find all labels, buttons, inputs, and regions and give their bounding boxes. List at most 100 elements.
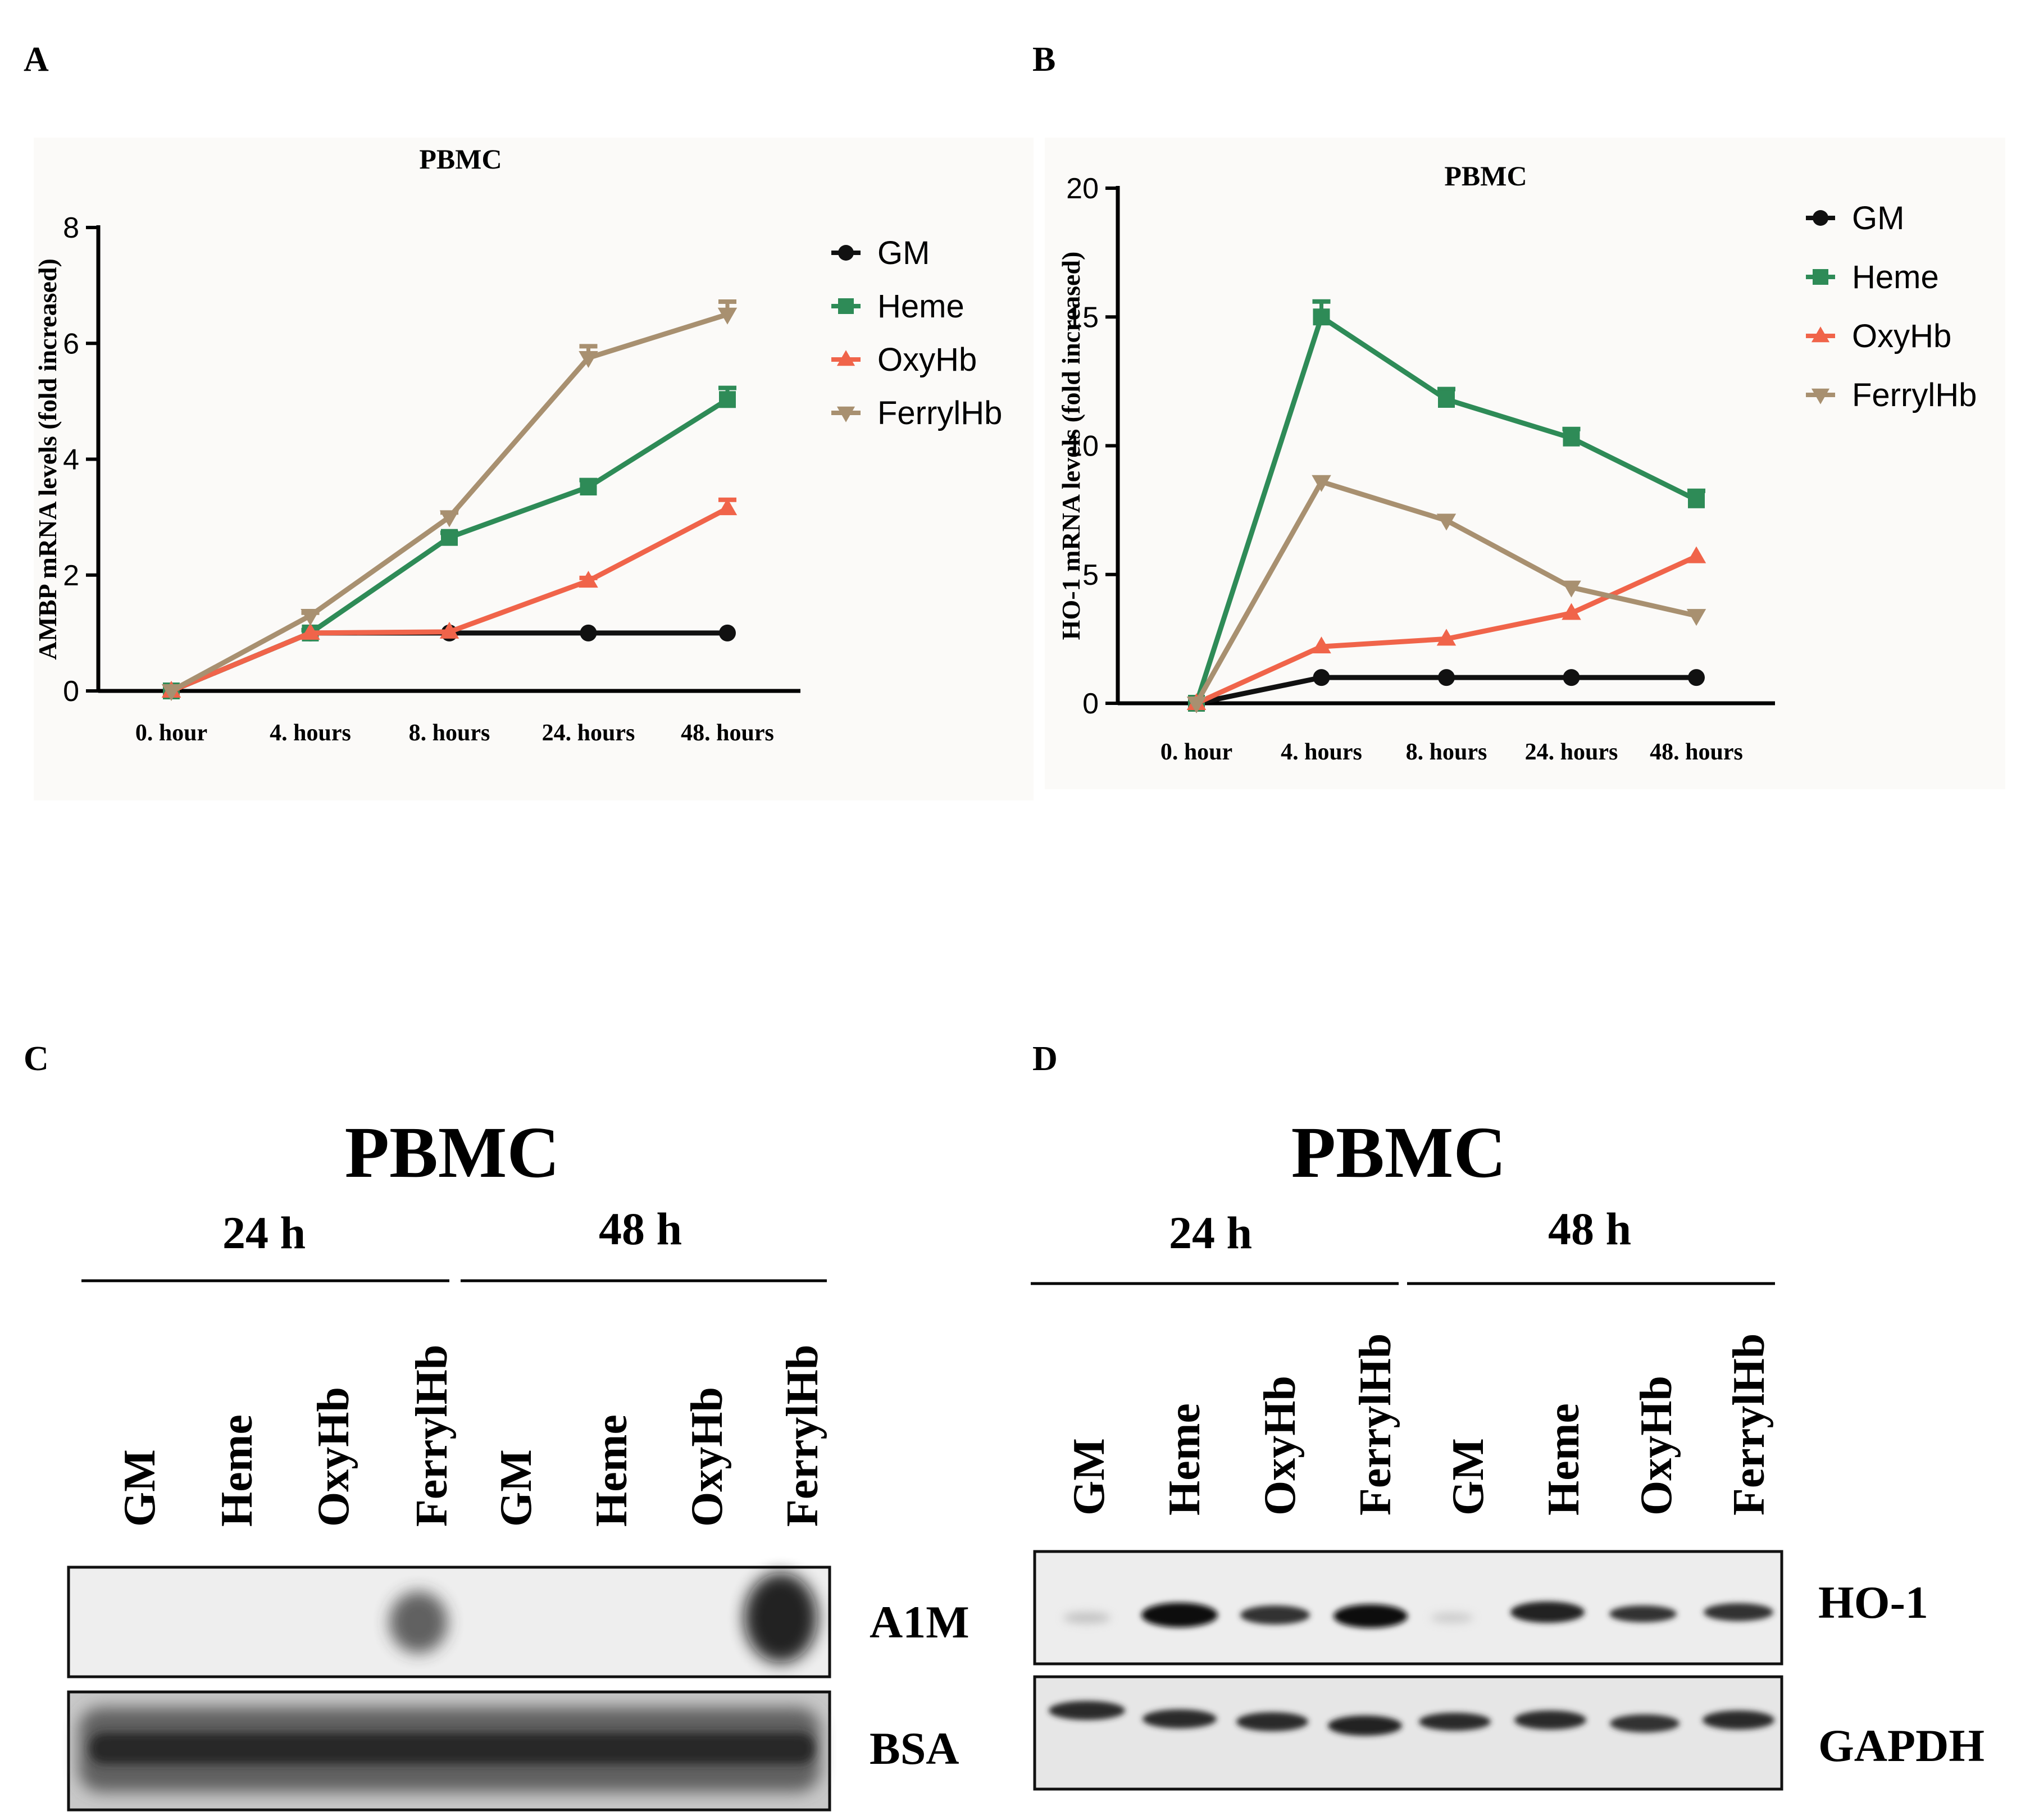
chart-b-x-tick-label: 0. hour bbox=[1160, 739, 1232, 765]
panel-letter-a: A bbox=[24, 40, 49, 79]
bsa-band-core bbox=[90, 1733, 814, 1764]
chart-b-series-ferrylhb bbox=[1186, 475, 1706, 713]
panel-c-lane-ferrylhb: FerrylHb bbox=[778, 1345, 827, 1527]
chart-b-legend-item-gm: GM bbox=[1852, 200, 1904, 236]
chart-b-point-gm bbox=[1563, 669, 1580, 686]
chart-a-point-heme bbox=[719, 391, 736, 408]
blot-label-bsa: BSA bbox=[870, 1723, 959, 1774]
a1m-band-ferrylhb-24h bbox=[389, 1591, 448, 1653]
chart-a-legend-item-heme: Heme bbox=[877, 288, 964, 325]
panel-d-western-blot: PBMC 24 h 48 h GM Heme OxyHb FerrylHb GM Heme… bbox=[1031, 1112, 1985, 1791]
chart-b-point-oxyhb bbox=[1686, 546, 1706, 563]
panel-c-lane-heme: Heme bbox=[587, 1414, 636, 1527]
panel-d-group-24h: 24 h bbox=[1169, 1207, 1252, 1258]
chart-a-point-ferrylhb bbox=[301, 608, 320, 626]
panel-c-lane-labels: GM Heme OxyHb FerrylHb GM Heme OxyHb FerrylHb bbox=[115, 1345, 827, 1527]
chart-b-point-heme bbox=[1313, 308, 1330, 326]
ho1-band-oxyhb-24h bbox=[1240, 1605, 1310, 1625]
chart-a-y-tick-label: 8 bbox=[63, 212, 79, 244]
panel-d-lane-labels: GM Heme OxyHb FerrylHb GM Heme OxyHb FerrylHb bbox=[1064, 1334, 1774, 1516]
panel-c-lane-gm: GM bbox=[115, 1449, 165, 1527]
panel-c-lane-ferrylhb: FerrylHb bbox=[407, 1345, 457, 1527]
gapdh-band-4 bbox=[1328, 1716, 1402, 1736]
panel-c-western-blot: PBMC 24 h 48 h GM Heme OxyHb FerrylHb GM Heme… bbox=[67, 1112, 970, 1812]
chart-b-legend-marker-ferrylhb bbox=[1811, 388, 1830, 404]
chart-a-x-tick-label: 0. hour bbox=[135, 720, 207, 746]
chart-b-point-oxyhb bbox=[1312, 636, 1331, 654]
chart-a-series-ferrylhb bbox=[161, 299, 738, 701]
chart-b-legend-item-ferrylhb: FerrylHb bbox=[1852, 377, 1977, 413]
chart-a-point-gm bbox=[580, 624, 597, 641]
blot-gapdh bbox=[1033, 1675, 1783, 1791]
chart-a-point-oxyhb bbox=[301, 622, 320, 640]
chart-b-y-tick-label: 5 bbox=[1082, 559, 1099, 592]
panel-d-lane-heme: Heme bbox=[1160, 1403, 1209, 1516]
panel-letter-b: B bbox=[1032, 40, 1055, 79]
chart-b-legend-item-heme: Heme bbox=[1852, 259, 1939, 295]
chart-a-legend-marker-oxyhb bbox=[836, 350, 855, 366]
panel-c-group-48h: 48 h bbox=[599, 1203, 682, 1254]
chart-b-legend-item-oxyhb: OxyHb bbox=[1852, 318, 1951, 354]
ho1-band-oxyhb-48h bbox=[1609, 1605, 1677, 1622]
chart-b-legend: GM Heme OxyHb FerrylHb bbox=[1806, 200, 1977, 413]
ho1-band-gm-24h bbox=[1063, 1612, 1110, 1623]
chart-b-point-gm bbox=[1313, 669, 1330, 686]
a1m-band-ferrylhb-48h bbox=[744, 1573, 817, 1663]
blot-label-ho1: HO-1 bbox=[1818, 1577, 1928, 1628]
chart-a-point-ferrylhb bbox=[579, 351, 598, 368]
chart-b-point-ferrylhb bbox=[1186, 697, 1207, 713]
chart-a-point-heme bbox=[580, 479, 597, 495]
chart-a-y-tick-label: 2 bbox=[63, 559, 79, 592]
panel-d-lane-oxyhb: OxyHb bbox=[1255, 1376, 1305, 1516]
chart-a-point-ferrylhb bbox=[717, 307, 738, 325]
chart-b-series-heme bbox=[1188, 299, 1705, 712]
chart-b-y-tick-label: 0 bbox=[1082, 688, 1099, 720]
chart-a-point-oxyhb bbox=[439, 621, 459, 639]
chart-b-point-ferrylhb bbox=[1562, 580, 1581, 598]
chart-a-y-tick-label: 4 bbox=[63, 444, 79, 476]
chart-a-legend: GM Heme OxyHb FerrylHb bbox=[831, 235, 1002, 431]
chart-b-x-tick-label: 48. hours bbox=[1650, 739, 1743, 765]
panel-d-title: PBMC bbox=[1291, 1112, 1507, 1193]
chart-a-legend-marker-ferrylhb bbox=[836, 406, 855, 422]
chart-b-point-heme bbox=[1438, 390, 1455, 408]
chart-b-y-tick-label: 15 bbox=[1066, 301, 1099, 334]
chart-a-legend-item-gm: GM bbox=[877, 235, 930, 271]
chart-a-series-oxyhb bbox=[161, 497, 738, 698]
gapdh-band-1 bbox=[1049, 1701, 1125, 1720]
panel-c-lane-oxyhb: OxyHb bbox=[309, 1387, 358, 1527]
chart-a-point-ferrylhb bbox=[439, 510, 459, 527]
gapdh-band-3 bbox=[1236, 1712, 1308, 1731]
chart-a-title: PBMC bbox=[419, 143, 502, 175]
chart-a-point-heme bbox=[441, 529, 458, 546]
chart-a-x-tick-label: 48. hours bbox=[681, 720, 774, 746]
blot-ho1-bands bbox=[1063, 1601, 1773, 1628]
chart-a-point-ferrylhb bbox=[161, 684, 181, 701]
chart-a-x-tick-label: 4. hours bbox=[270, 720, 351, 746]
gapdh-band-6 bbox=[1514, 1710, 1586, 1730]
ho1-band-heme-48h bbox=[1510, 1601, 1585, 1623]
panel-c-lane-gm: GM bbox=[491, 1449, 541, 1527]
blot-a1m-bands bbox=[389, 1573, 817, 1663]
panel-d-group-48h: 48 h bbox=[1548, 1203, 1631, 1254]
gapdh-band-8 bbox=[1703, 1710, 1774, 1730]
chart-b-x-tick-label: 8. hours bbox=[1406, 739, 1487, 765]
ho1-band-ferrylhb-24h bbox=[1333, 1604, 1408, 1628]
panel-letter-d: D bbox=[1032, 1040, 1058, 1078]
chart-b-legend-marker-gm bbox=[1813, 210, 1828, 226]
chart-b-x-tick-label: 4. hours bbox=[1281, 739, 1362, 765]
chart-b-x-tick-label: 24. hours bbox=[1525, 739, 1618, 765]
chart-a-y-tick-label: 6 bbox=[63, 327, 79, 360]
chart-a-legend-item-ferrylhb: FerrylHb bbox=[877, 395, 1002, 431]
chart-a-x-tick-label: 24. hours bbox=[542, 720, 635, 746]
chart-b-point-ferrylhb bbox=[1686, 609, 1706, 626]
panel-d-lane-gm: GM bbox=[1064, 1438, 1114, 1516]
chart-b-legend-marker-heme bbox=[1813, 269, 1828, 285]
chart-b-point-gm bbox=[1688, 669, 1705, 686]
blot-bsa-bands bbox=[79, 1708, 820, 1792]
blot-a1m bbox=[67, 1566, 831, 1678]
blot-label-a1m: A1M bbox=[870, 1596, 970, 1648]
